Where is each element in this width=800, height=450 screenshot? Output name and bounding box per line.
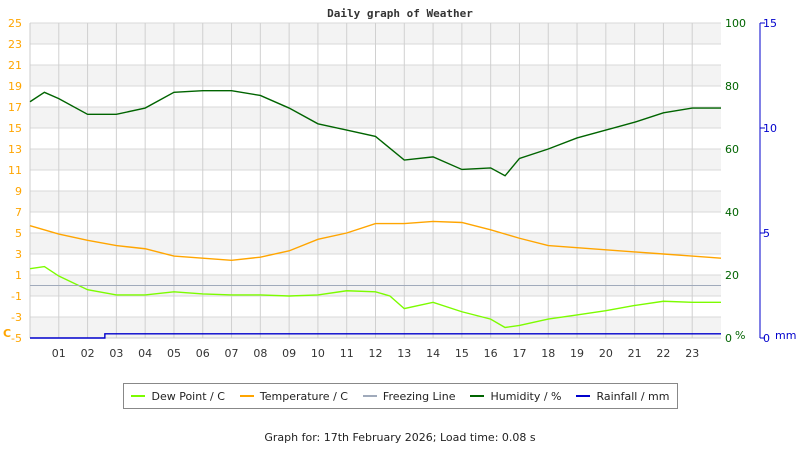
x-tick-label: 06 [196,347,210,360]
humidity-tick-label: 0 [725,332,732,345]
legend-item: Humidity / % [470,390,561,403]
footer-status: Graph for: 17th February 2026; Load time… [264,431,536,444]
x-tick-label: 19 [570,347,584,360]
x-tick-label: 03 [109,347,123,360]
y-tick-label: 3 [15,248,22,261]
x-tick-label: 15 [455,347,469,360]
left-axis-unit: C [3,327,11,340]
series-line-rainfall [30,333,721,339]
rain-axis-unit: mm [775,329,796,342]
y-tick-label: 17 [8,101,22,114]
y-tick-label: 25 [8,17,22,30]
x-tick-label: 13 [397,347,411,360]
y-tick-label: 9 [15,185,22,198]
x-tick-label: 21 [628,347,642,360]
x-tick-label: 17 [512,347,526,360]
y-tick-label: 7 [15,206,22,219]
rain-tick-label: 10 [763,122,777,135]
rain-tick-label: 5 [763,227,770,240]
x-tick-label: 12 [369,347,383,360]
humidity-tick-label: 40 [725,206,739,219]
x-tick-label: 01 [52,347,66,360]
y-tick-label: 21 [8,59,22,72]
legend-item: Temperature / C [239,389,348,403]
legend-swatch [362,395,377,397]
legend-swatch [239,395,254,397]
legend-label: Rainfall / mm [596,389,670,403]
legend-item: Dew Point / C [131,389,225,403]
series-line-temperature [29,220,722,262]
humidity-tick-label: 100 [725,17,746,30]
chart-title: Daily graph of Weather [327,7,473,20]
legend-swatch [131,395,146,397]
rain-tick-label: 0 [763,332,770,345]
x-tick-label: 07 [225,347,239,360]
y-tick-label: 1 [15,269,22,282]
x-tick-label: 23 [685,347,699,360]
y-tick-label: 11 [8,164,22,177]
humidity-tick-label: 60 [725,143,739,156]
x-tick-label: 05 [167,347,181,360]
y-tick-label: -3 [11,311,22,324]
legend-label: Humidity / % [490,389,562,403]
x-tick-label: 04 [138,347,152,360]
y-tick-label: 19 [8,80,22,93]
humidity-axis-unit: % [735,329,745,342]
legend-swatch [470,395,485,397]
x-tick-label: 22 [656,347,670,360]
legend-item: Rainfall / mm [576,390,669,403]
legend: Dew Point / C Temperature / C Freezing Lin… [123,383,678,409]
x-tick-label: 20 [599,347,613,360]
y-tick-label: 13 [8,143,22,156]
legend-item: Freezing Line [362,389,456,403]
humidity-tick-label: 20 [725,269,739,282]
y-tick-label: 23 [8,38,22,51]
x-tick-label: 08 [253,347,267,360]
x-tick-label: 11 [340,347,354,360]
y-tick-label: -5 [11,332,22,345]
humidity-tick-label: 80 [725,80,739,93]
y-tick-label: 5 [15,227,22,240]
y-tick-label: -1 [11,290,22,303]
x-tick-label: 02 [81,347,95,360]
legend-label: Freezing Line [382,389,456,403]
x-tick-label: 09 [282,347,296,360]
x-tick-label: 16 [484,347,498,360]
rain-tick-label: 15 [763,17,777,30]
x-tick-label: 18 [541,347,555,360]
x-tick-label: 10 [311,347,325,360]
legend-swatch [576,395,591,397]
y-tick-label: 15 [8,122,22,135]
chart-svg: Daily graph of Weather -5-3-113579111315… [3,7,796,360]
x-tick-label: 14 [426,347,440,360]
legend-label: Dew Point / C [151,389,225,403]
series-line-humidity [29,90,721,177]
series-line-dew [29,265,721,329]
legend-label: Temperature / C [259,389,348,403]
